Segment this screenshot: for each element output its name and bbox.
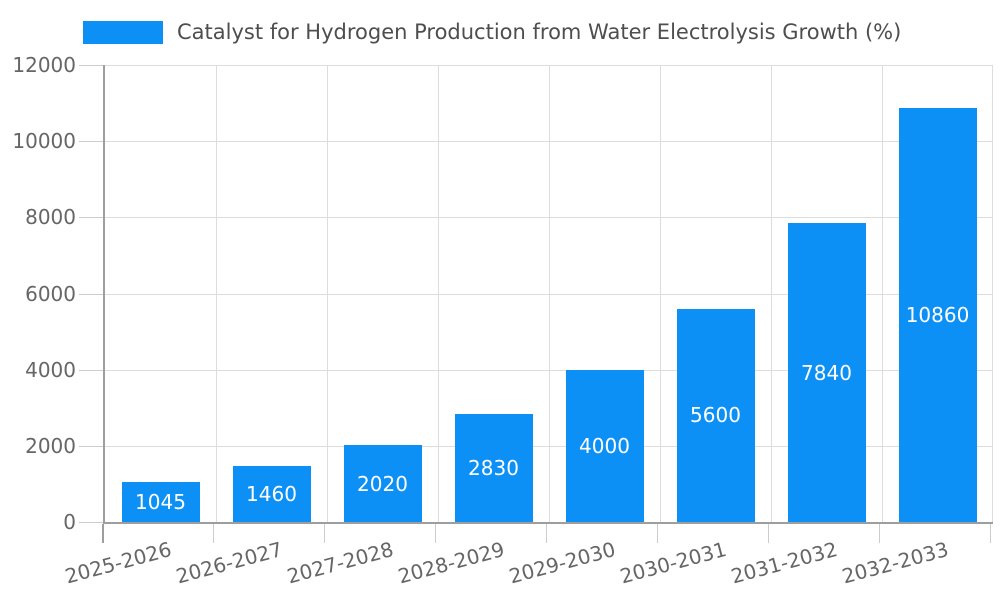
chart-title: Catalyst for Hydrogen Production from Wa… (177, 20, 902, 44)
chart-legend: Catalyst for Hydrogen Production from Wa… (83, 20, 901, 44)
y-axis-tick (79, 369, 103, 371)
v-gridline (438, 65, 439, 522)
bar: 7840 (787, 223, 866, 522)
x-axis-tick (990, 524, 991, 543)
v-gridline (992, 65, 993, 522)
plot-area: 1045 1460 2020 2830 4000 5600 7840 10860 (103, 65, 993, 524)
x-axis-tick (435, 524, 436, 543)
x-axis-label: 2032-2033 (839, 537, 952, 589)
bar: 10860 (898, 108, 977, 522)
legend-swatch (83, 20, 163, 44)
y-axis-label: 10000 (12, 129, 76, 154)
bar: 1045 (121, 482, 200, 522)
y-axis-label: 6000 (25, 281, 76, 306)
x-axis-tick (879, 524, 880, 543)
x-axis-label: 2031-2032 (728, 537, 841, 589)
bar: 1460 (232, 466, 311, 522)
bar-value-label: 10860 (905, 303, 970, 328)
y-axis-tick (79, 522, 103, 523)
x-axis-label: 2025-2026 (62, 537, 175, 589)
x-axis-label: 2026-2027 (173, 537, 286, 589)
x-axis-label: 2027-2028 (284, 537, 397, 589)
x-axis-tick (102, 524, 104, 543)
x-axis-label: 2030-2031 (617, 537, 730, 589)
bar-value-label: 1045 (135, 490, 186, 515)
bar: 2020 (343, 445, 422, 522)
y-axis-tick (79, 217, 103, 219)
bar: 2830 (454, 414, 533, 522)
bar-value-label: 2830 (468, 456, 519, 481)
x-axis-label: 2029-2030 (506, 537, 619, 589)
bar-value-label: 7840 (801, 360, 852, 385)
y-axis-label: 8000 (25, 205, 76, 230)
x-axis-tick (657, 524, 658, 543)
y-axis-label: 4000 (25, 357, 76, 382)
x-axis-tick (213, 524, 214, 543)
v-gridline (882, 65, 883, 522)
bar: 5600 (676, 308, 755, 522)
bar-value-label: 1460 (246, 482, 297, 507)
y-axis-tick (79, 445, 103, 447)
x-axis-tick (768, 524, 769, 543)
v-gridline (327, 65, 328, 522)
bar-value-label: 5600 (690, 403, 741, 428)
y-axis-tick (79, 141, 103, 143)
v-gridline (660, 65, 661, 522)
bar-value-label: 2020 (357, 471, 408, 496)
y-axis-label: 0 (63, 510, 76, 534)
y-axis-tick (79, 65, 103, 66)
v-gridline (216, 65, 217, 522)
x-axis-label: 2028-2029 (395, 537, 508, 589)
x-axis-tick (324, 524, 325, 543)
bar: 4000 (565, 369, 644, 522)
bar-value-label: 4000 (579, 433, 630, 458)
y-axis-label: 2000 (25, 433, 76, 458)
x-axis-tick (546, 524, 547, 543)
v-gridline (549, 65, 550, 522)
y-axis-tick (79, 293, 103, 295)
v-gridline (771, 65, 772, 522)
y-axis-label: 12000 (12, 53, 76, 77)
